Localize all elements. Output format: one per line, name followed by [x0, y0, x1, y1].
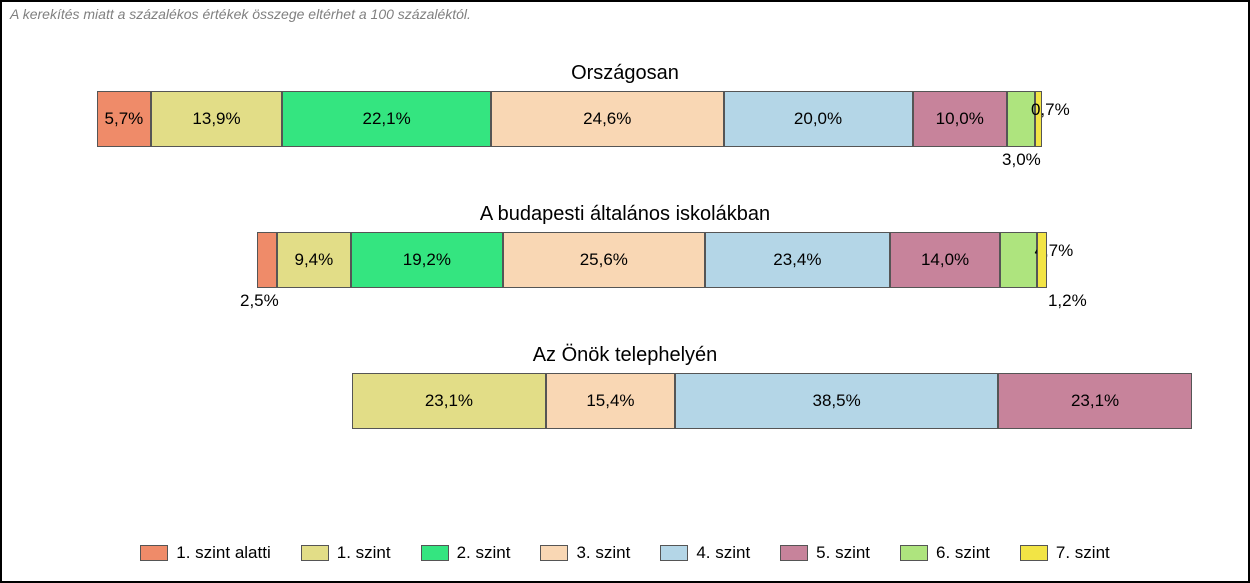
bar-segment: 2,5%	[257, 232, 277, 288]
legend-label: 7. szint	[1056, 543, 1110, 563]
stacked-bar: 2,5%9,4%19,2%25,6%23,4%14,0%4,7%1,2%	[257, 232, 1047, 288]
bar-segment-label: 1,2%	[1048, 291, 1087, 311]
bar-segment-label: 0,7%	[1031, 100, 1070, 120]
bar-segment-label: 2,5%	[240, 291, 279, 311]
bar-segment: 25,6%	[503, 232, 705, 288]
bar-segment: 38,5%	[675, 373, 998, 429]
legend-label: 6. szint	[936, 543, 990, 563]
bar-segment: 0,7%	[1035, 91, 1042, 147]
bar-segment: 24,6%	[491, 91, 723, 147]
bar-segment: 14,0%	[890, 232, 1001, 288]
bar-segment: 23,1%	[352, 373, 546, 429]
bar-segment: 19,2%	[351, 232, 503, 288]
bar-row: Az Önök telephelyén23,1%15,4%38,5%23,1%	[2, 344, 1248, 455]
bar-segment-label: 3,0%	[1002, 150, 1041, 170]
bar-segment: 9,4%	[277, 232, 351, 288]
legend-swatch	[660, 545, 688, 561]
bar-row-title: Országosan	[2, 62, 1248, 85]
legend: 1. szint alatti 1. szint 2. szint 3. szint 4…	[2, 543, 1248, 563]
legend-swatch	[900, 545, 928, 561]
legend-swatch	[1020, 545, 1048, 561]
legend-item: 1. szint alatti	[140, 543, 271, 563]
legend-item: 4. szint	[660, 543, 750, 563]
legend-item: 6. szint	[900, 543, 990, 563]
chart-area: Országosan5,7%13,9%22,1%24,6%20,0%10,0%3…	[2, 62, 1248, 485]
legend-item: 3. szint	[540, 543, 630, 563]
bar-row: A budapesti általános iskolákban2,5%9,4%…	[2, 203, 1248, 314]
legend-label: 1. szint alatti	[176, 543, 271, 563]
legend-swatch	[140, 545, 168, 561]
bar-segment: 5,7%	[97, 91, 151, 147]
legend-item: 7. szint	[1020, 543, 1110, 563]
chart-frame: A kerekítés miatt a százalékos értékek ö…	[0, 0, 1250, 583]
legend-swatch	[301, 545, 329, 561]
legend-label: 3. szint	[576, 543, 630, 563]
bar-segment: 4,7%	[1000, 232, 1037, 288]
legend-swatch	[421, 545, 449, 561]
bar-row: Országosan5,7%13,9%22,1%24,6%20,0%10,0%3…	[2, 62, 1248, 173]
bar-segment: 23,1%	[998, 373, 1192, 429]
legend-label: 4. szint	[696, 543, 750, 563]
legend-item: 5. szint	[780, 543, 870, 563]
legend-swatch	[780, 545, 808, 561]
rounding-note: A kerekítés miatt a százalékos értékek ö…	[10, 6, 471, 22]
bar-segment: 1,2%	[1037, 232, 1046, 288]
bar-row-title: Az Önök telephelyén	[2, 344, 1248, 367]
legend-item: 1. szint	[301, 543, 391, 563]
legend-label: 5. szint	[816, 543, 870, 563]
stacked-bar: 5,7%13,9%22,1%24,6%20,0%10,0%3,0%0,7%	[97, 91, 1042, 147]
bar-segment: 10,0%	[913, 91, 1008, 147]
bar-segment: 23,4%	[705, 232, 890, 288]
bar-segment: 15,4%	[546, 373, 675, 429]
legend-item: 2. szint	[421, 543, 511, 563]
bar-segment: 22,1%	[282, 91, 491, 147]
legend-swatch	[540, 545, 568, 561]
legend-label: 2. szint	[457, 543, 511, 563]
bar-segment: 13,9%	[151, 91, 282, 147]
stacked-bar: 23,1%15,4%38,5%23,1%	[352, 373, 1192, 429]
bar-segment: 20,0%	[724, 91, 913, 147]
legend-label: 1. szint	[337, 543, 391, 563]
bar-row-title: A budapesti általános iskolákban	[2, 203, 1248, 226]
